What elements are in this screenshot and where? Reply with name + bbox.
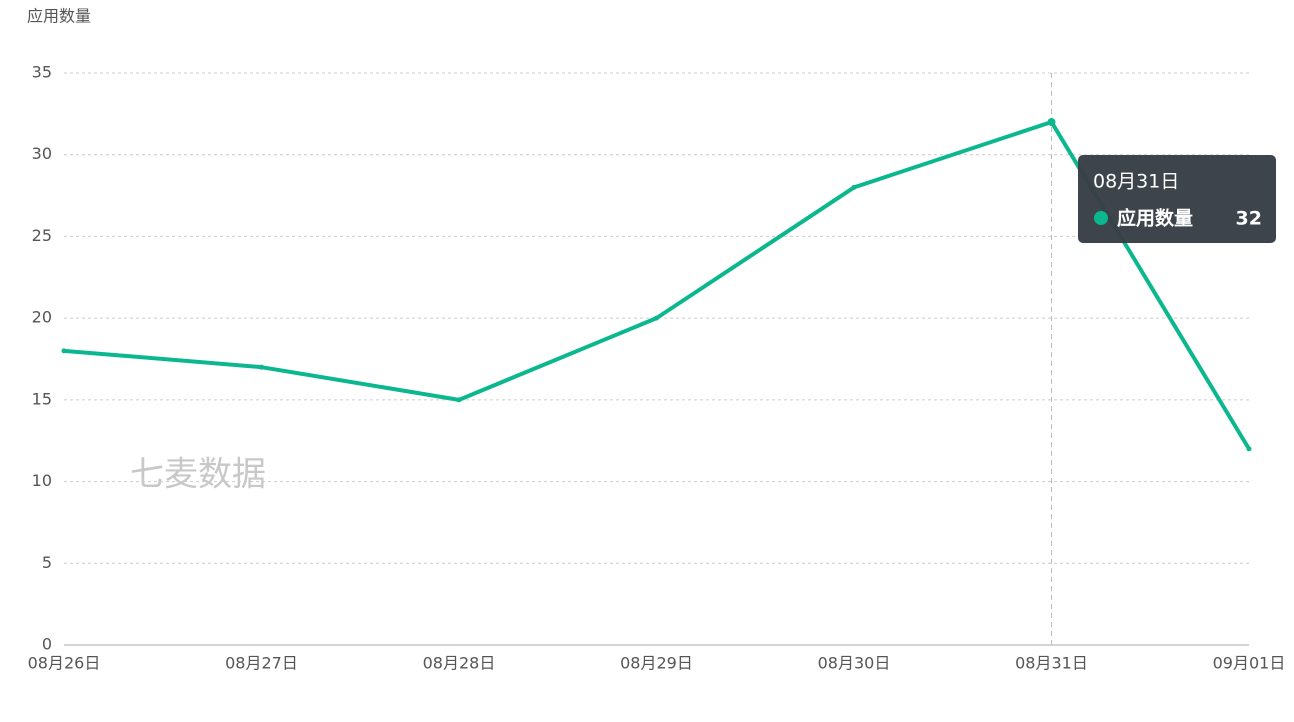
tooltip-series-name: 应用数量 bbox=[1117, 207, 1193, 230]
y-tick-label: 5 bbox=[42, 553, 52, 572]
data-point bbox=[456, 397, 462, 403]
y-tick-label: 25 bbox=[32, 226, 52, 245]
x-tick-label: 09月01日 bbox=[1213, 654, 1286, 673]
x-tick-label: 08月27日 bbox=[225, 654, 298, 673]
data-point bbox=[654, 315, 659, 321]
x-tick-label: 08月30日 bbox=[818, 654, 891, 673]
y-tick-label: 0 bbox=[42, 635, 52, 654]
x-tick-label: 08月31日 bbox=[1015, 654, 1088, 673]
y-tick-label: 15 bbox=[32, 389, 52, 408]
tooltip-value: 32 bbox=[1236, 208, 1262, 230]
data-point bbox=[1246, 446, 1252, 452]
y-tick-label: 35 bbox=[32, 63, 52, 82]
data-point bbox=[259, 364, 264, 370]
y-axis-label: 应用数量 bbox=[27, 7, 91, 26]
tooltip-marker bbox=[1094, 211, 1108, 225]
y-tick-label: 10 bbox=[32, 471, 52, 490]
tooltip-box bbox=[1078, 155, 1276, 243]
x-tick-label: 08月29日 bbox=[620, 654, 693, 673]
data-point bbox=[1047, 118, 1056, 127]
x-tick-label: 08月26日 bbox=[28, 654, 101, 673]
y-tick-label: 20 bbox=[32, 308, 52, 327]
y-tick-label: 30 bbox=[32, 144, 52, 163]
data-point bbox=[61, 348, 67, 354]
data-point bbox=[851, 184, 857, 190]
watermark: 七麦数据 bbox=[130, 455, 266, 495]
x-tick-label: 08月28日 bbox=[423, 654, 496, 673]
tooltip-title: 08月31日 bbox=[1093, 171, 1179, 193]
series-line bbox=[63, 120, 1251, 450]
